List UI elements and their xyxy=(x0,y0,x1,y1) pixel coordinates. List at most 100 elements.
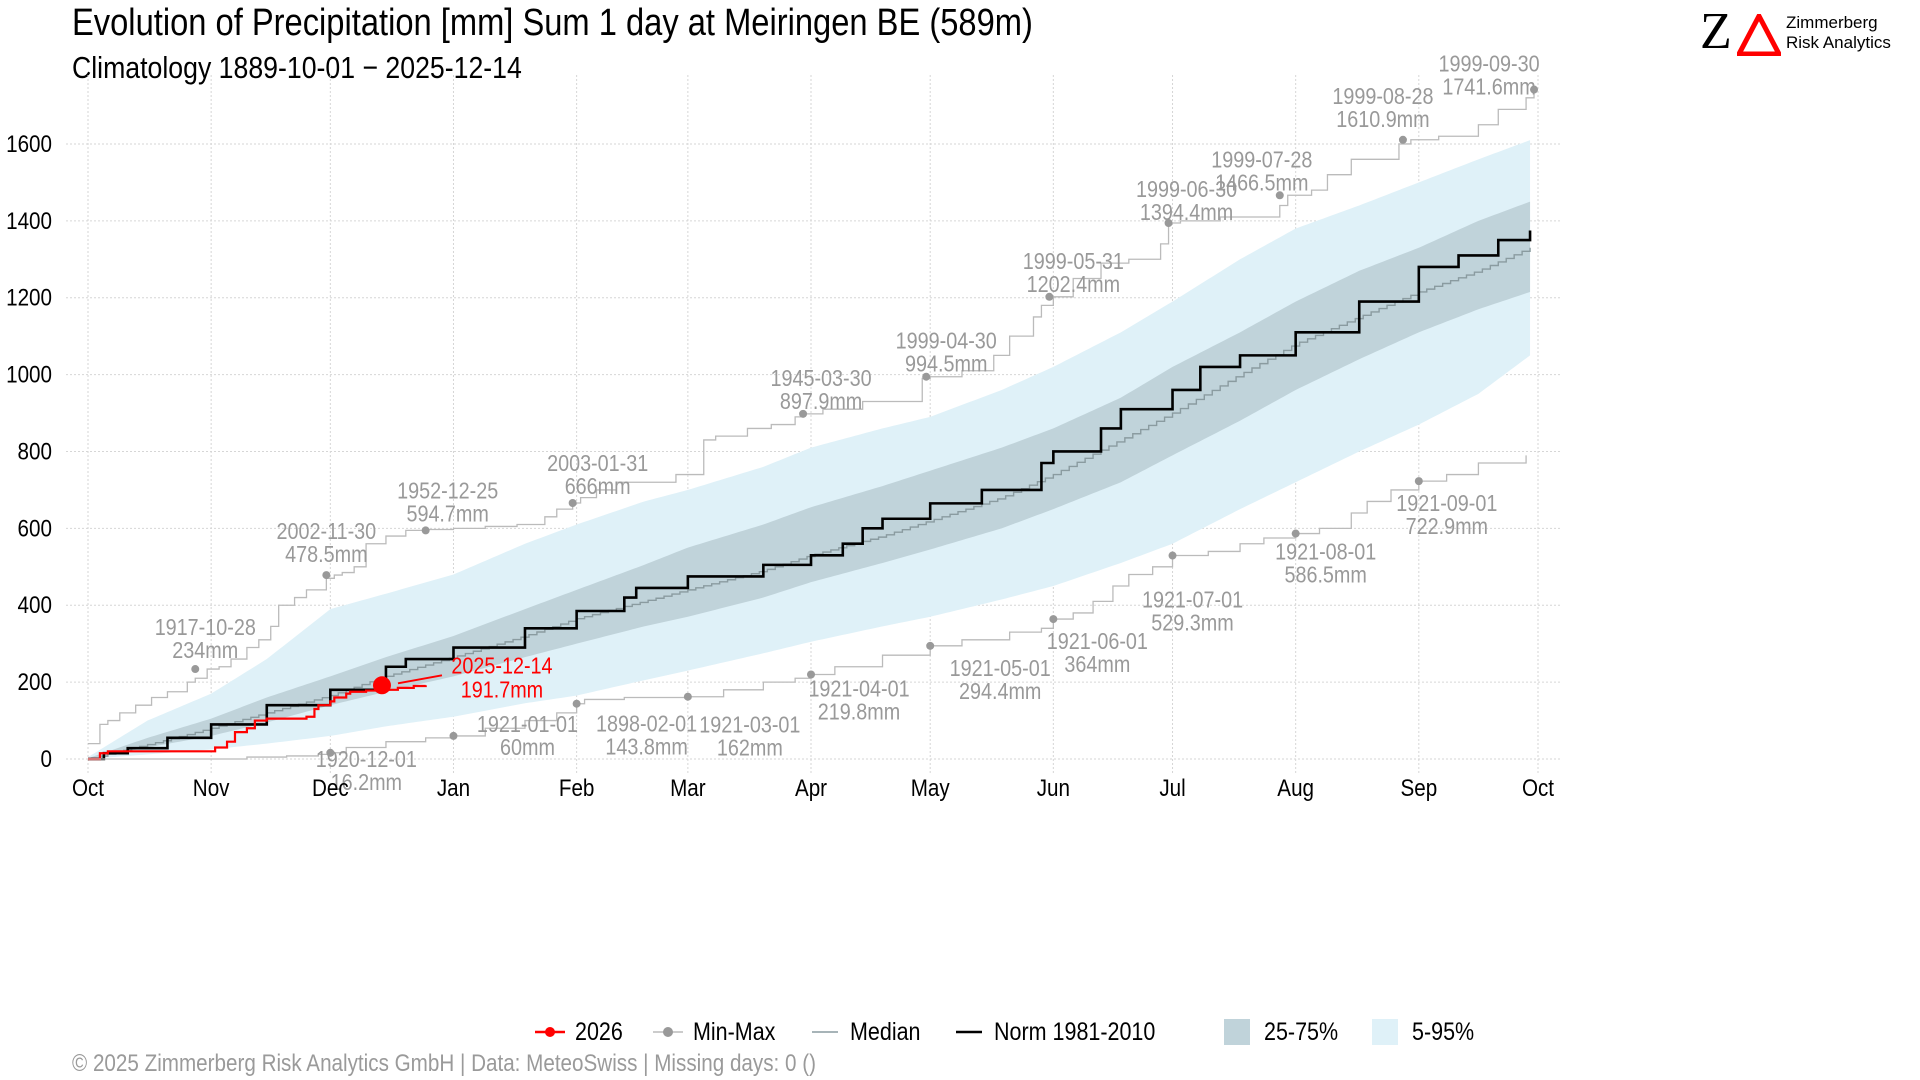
series-line-min xyxy=(88,455,1527,760)
annotation-points xyxy=(191,85,1539,757)
max-date-label: 1952-12-25 xyxy=(397,478,498,504)
min-value-label: 143.8mm xyxy=(605,734,687,760)
legend-key-median xyxy=(812,1031,839,1033)
max-date-label: 2002-11-30 xyxy=(277,519,377,545)
logo-letter: Z xyxy=(1700,3,1732,60)
legend-item-5-95: 5-95% xyxy=(1372,1018,1484,1047)
legend-item-median: Median xyxy=(810,1018,932,1047)
y-tick-label: 1200 xyxy=(6,284,52,311)
max-value-label: 994.5mm xyxy=(905,351,987,377)
footer-credit: © 2025 Zimmerberg Risk Analytics GmbH | … xyxy=(72,1050,816,1077)
max-date-label: 2003-01-31 xyxy=(547,451,648,477)
legend-swatch-25-75 xyxy=(1224,1019,1251,1045)
max-date-label: 1999-07-28 xyxy=(1211,147,1312,173)
y-tick-label: 0 xyxy=(41,746,52,773)
x-tick-label: May xyxy=(911,775,951,802)
max-date-label: 1999-04-30 xyxy=(896,328,997,354)
series-line-median xyxy=(88,247,1531,760)
logo-line-1: Zimmerberg xyxy=(1786,13,1878,32)
y-tick-label: 1600 xyxy=(6,131,52,158)
max-value-label: 1741.6mm xyxy=(1442,74,1535,100)
min-value-label: 60mm xyxy=(500,735,555,761)
min-date-label: 1921-06-01 xyxy=(1047,629,1148,655)
min-date-label: 1921-04-01 xyxy=(808,676,909,702)
y-tick-label: 600 xyxy=(18,515,52,542)
min-date-label: 1921-05-01 xyxy=(950,655,1051,681)
legend-swatch-5-95 xyxy=(1372,1019,1399,1045)
x-tick-label: Oct xyxy=(72,775,105,802)
x-tick-label: Dec xyxy=(312,775,349,802)
x-tick-label: Jul xyxy=(1159,775,1185,802)
y-tick-label: 800 xyxy=(18,438,52,465)
current-value-point xyxy=(372,676,391,695)
min-value-label: 586.5mm xyxy=(1284,562,1366,588)
max-date-label: 1999-08-28 xyxy=(1332,83,1433,109)
max-date-label: 1917-10-28 xyxy=(155,615,256,641)
min-marker xyxy=(1049,615,1058,624)
band-5-95pct xyxy=(88,140,1531,760)
current-value-label: 191.7mm xyxy=(461,677,543,703)
legend: 2026 Min-Max Median Norm 1981-2010 25-75… xyxy=(535,1016,1507,1048)
max-marker xyxy=(922,372,931,381)
min-date-label: 1921-07-01 xyxy=(1142,587,1243,613)
legend-item-2026: 2026 xyxy=(535,1018,631,1047)
max-value-label: 1394.4mm xyxy=(1140,200,1233,226)
logo-text: Zimmerberg Risk Analytics xyxy=(1786,13,1891,53)
legend-key-2026 xyxy=(535,1027,565,1037)
max-marker xyxy=(191,665,200,674)
series-line-norm-1981-2010 xyxy=(88,230,1532,761)
max-value-label: 234mm xyxy=(172,638,238,664)
max-marker xyxy=(568,498,577,507)
min-value-label: 529.3mm xyxy=(1151,610,1233,636)
max-value-label: 897.9mm xyxy=(780,388,862,414)
min-date-label: 1920-12-01 xyxy=(316,746,417,772)
min-marker xyxy=(449,731,458,740)
max-marker xyxy=(1164,218,1173,227)
max-date-label: 1999-05-31 xyxy=(1023,248,1124,274)
min-marker xyxy=(1414,477,1423,486)
max-marker xyxy=(1045,292,1054,301)
percentile-bands xyxy=(88,140,1531,760)
min-marker xyxy=(1168,551,1177,560)
max-marker xyxy=(1530,85,1539,94)
y-tick-label: 1400 xyxy=(6,207,52,234)
max-marker xyxy=(1398,135,1407,144)
min-value-label: 16.2mm xyxy=(331,769,402,795)
max-marker xyxy=(322,571,331,580)
y-axis-ticks: 0 200 400 600 800 1000 1200 1400 1600 xyxy=(6,131,52,773)
min-marker xyxy=(326,748,335,757)
series-lines xyxy=(88,89,1535,761)
logo-line-2: Risk Analytics xyxy=(1786,33,1891,52)
x-tick-label: Feb xyxy=(559,775,595,802)
logo-delta-icon xyxy=(1737,14,1781,56)
x-tick-label: Aug xyxy=(1277,775,1314,802)
min-date-label: 1898-02-01 xyxy=(596,711,697,737)
min-value-label: 722.9mm xyxy=(1406,514,1488,540)
legend-key-norm xyxy=(956,1030,983,1034)
chart-title: Evolution of Precipitation [mm] Sum 1 da… xyxy=(72,2,1033,44)
company-logo: Z Zimmerberg Risk Analytics xyxy=(1700,3,1910,60)
legend-label-norm: Norm 1981-2010 xyxy=(994,1017,1156,1046)
max-marker xyxy=(1275,191,1284,200)
current-value-leader xyxy=(397,674,443,685)
x-tick-label: Sep xyxy=(1400,775,1437,802)
min-value-label: 162mm xyxy=(717,735,783,761)
x-tick-label: Jan xyxy=(437,775,470,802)
x-axis-ticks: Oct Nov Dec Jan Feb Mar Apr May Jun Jul Aug Sep Oct xyxy=(72,775,1555,802)
max-value-label: 666mm xyxy=(565,474,631,500)
x-tick-label: Oct xyxy=(1522,775,1555,802)
min-date-label: 1921-09-01 xyxy=(1396,491,1497,517)
max-date-label: 1945-03-30 xyxy=(771,365,872,391)
min-marker xyxy=(683,692,692,701)
max-marker xyxy=(421,526,430,535)
max-value-label: 1202.4mm xyxy=(1027,271,1120,297)
min-value-label: 364mm xyxy=(1064,652,1130,678)
legend-item-norm: Norm 1981-2010 xyxy=(954,1018,1202,1047)
min-marker xyxy=(572,699,581,708)
x-tick-label: Mar xyxy=(670,775,706,802)
y-tick-label: 200 xyxy=(18,669,52,696)
x-tick-label: Jun xyxy=(1037,775,1070,802)
min-date-label: 1921-01-01 xyxy=(477,712,578,738)
